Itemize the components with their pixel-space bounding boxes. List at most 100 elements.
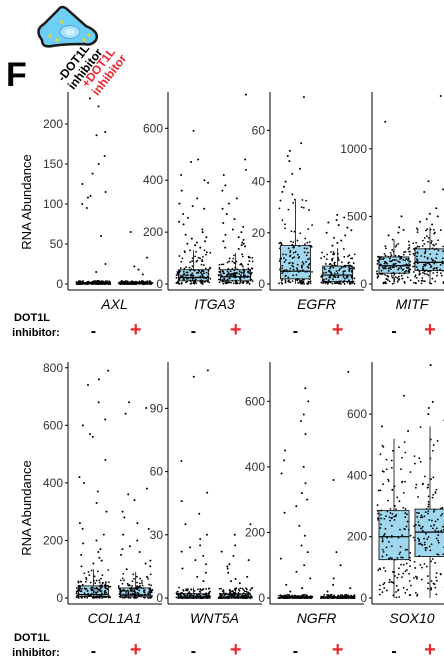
outlier-point [300,420,303,422]
data-point [378,588,381,591]
data-point [247,255,250,258]
data-point [193,282,196,285]
outlier-point [180,189,183,192]
data-point [416,252,419,254]
data-point [406,513,408,516]
box-group-plus [320,213,356,285]
data-point [77,596,80,598]
data-point [380,523,382,526]
data-point [308,209,310,211]
outlier-point [184,233,187,236]
data-point [414,539,416,542]
data-point [379,584,381,587]
data-point [293,230,296,233]
outlier-point [441,188,444,191]
data-point [87,570,90,573]
data-point [353,594,356,596]
data-point [408,250,411,253]
data-point [181,257,184,260]
data-point [247,281,250,284]
data-point [440,514,442,517]
data-point [435,537,438,540]
data-point [416,228,419,231]
data-point [384,533,386,535]
data-point [417,512,420,514]
data-point [75,592,78,595]
data-point [381,591,384,594]
outlier-point [100,235,103,237]
data-point [405,263,408,266]
data-point [218,587,221,590]
data-point [229,274,232,277]
data-point [141,582,143,584]
y-tick-label: 50 [50,237,64,251]
data-point [336,272,339,275]
data-point [197,588,199,591]
data-point [415,483,418,486]
data-point [198,593,201,596]
data-point [377,255,380,258]
data-point [380,255,383,258]
data-point [205,595,208,598]
data-point [401,481,403,484]
data-point [429,549,432,552]
data-point [353,267,355,270]
data-point [385,554,388,556]
y-tick-label: 200 [43,117,63,131]
data-point [296,263,299,266]
y-tick-label: 60 [150,465,164,479]
data-point [90,586,93,589]
box [414,248,444,271]
outlier-point [197,158,200,161]
outlier-point [207,181,210,184]
y-tick-label: 60 [252,123,266,137]
outlier-point [95,271,98,273]
data-point [430,588,433,591]
outlier-point [400,215,403,218]
data-point [86,596,89,599]
data-point [416,515,419,518]
data-point [378,593,381,596]
data-point [327,279,330,282]
outlier-point [145,487,148,490]
outlier-point [336,213,339,216]
data-point [436,274,438,277]
outlier-point [180,550,183,553]
data-point [408,246,411,249]
data-point [390,517,393,520]
data-point [198,590,201,593]
data-point [94,582,97,585]
outlier-point [300,492,303,495]
data-point [406,266,408,269]
data-point [194,255,196,258]
data-point [136,581,138,584]
data-point [409,279,412,282]
data-point [102,282,105,285]
data-point [441,512,444,515]
data-point [439,268,442,271]
data-point [92,579,95,582]
data-point [192,594,195,597]
data-point [404,570,407,573]
data-point [376,504,379,506]
data-point [100,594,103,596]
data-point [409,556,411,559]
data-point [300,279,303,282]
data-point [222,282,225,285]
outlier-point [222,174,225,177]
data-point [185,266,187,268]
data-point [400,267,403,270]
data-point [118,587,121,590]
data-point [322,595,325,598]
data-point [400,556,402,559]
data-point [289,267,292,270]
outlier-point [336,242,339,245]
data-point [308,278,311,281]
data-point [394,262,397,265]
data-point [342,597,345,599]
data-point [181,275,184,278]
outlier-point [380,425,383,428]
data-point [442,262,444,265]
y-tick-label: 200 [245,525,265,539]
